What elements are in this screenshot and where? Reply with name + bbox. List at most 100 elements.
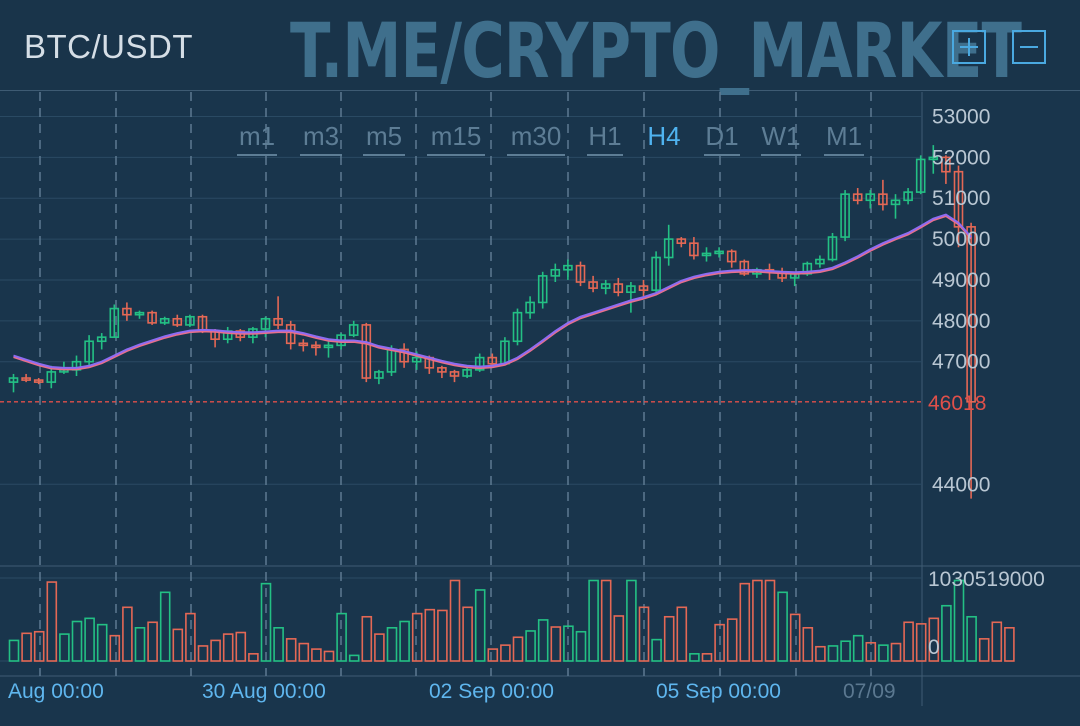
moving-average-line [13, 214, 972, 371]
candle-body [411, 356, 422, 363]
candle-body [311, 344, 321, 349]
candle-body [537, 275, 548, 304]
candle-body [323, 344, 334, 349]
volume-bar [411, 612, 423, 662]
candle-body [701, 252, 712, 257]
volume-bar [928, 617, 940, 662]
candle-body [928, 156, 939, 161]
tab-m15[interactable]: m15 [427, 118, 485, 156]
volume-bar [663, 615, 675, 662]
volume-bar [1004, 626, 1015, 662]
candle-body [663, 238, 674, 259]
volume-bar [764, 579, 776, 662]
zoom-out-button[interactable] [1012, 30, 1046, 64]
volume-bar [260, 582, 272, 662]
candle-body [726, 250, 737, 263]
price-tick-label: 51000 [932, 187, 990, 210]
watermark-text: T.ME/CRYPTO_MARKET [290, 6, 1022, 95]
volume-bar [96, 623, 108, 662]
candle-body [273, 317, 283, 326]
volume-bar [248, 653, 259, 662]
tab-m30[interactable]: m30 [507, 118, 565, 156]
tab-m1[interactable]: M1 [824, 118, 864, 156]
volume-bar [235, 631, 247, 662]
volume-bar [827, 645, 839, 662]
volume-bar [563, 625, 574, 662]
candle-body [689, 242, 699, 257]
candle-body [815, 258, 825, 265]
volume-bar [134, 626, 146, 662]
volume-bar [714, 623, 725, 662]
volume-bar [525, 630, 536, 662]
candle-body [714, 250, 724, 255]
candle-body [638, 285, 649, 291]
time-tick-label: 05 Sep 00:00 [656, 680, 781, 703]
tab-m5[interactable]: m5 [363, 118, 405, 156]
tab-m3[interactable]: m3 [300, 118, 342, 156]
candle-body [159, 317, 170, 324]
candle-body [46, 371, 57, 383]
candle-body [374, 371, 384, 379]
candle-body [966, 226, 976, 403]
candle-body [651, 256, 661, 291]
volume-bar [147, 621, 158, 662]
volume-bar [953, 579, 965, 662]
candle-body [890, 199, 901, 206]
volume-bar [966, 615, 977, 662]
candle-body [588, 281, 598, 289]
candle-body [285, 324, 296, 345]
volume-bar [437, 609, 448, 662]
tab-h4[interactable]: H4 [647, 121, 681, 151]
volume-bar [701, 653, 713, 662]
candle-body [260, 317, 271, 330]
volume-bar [361, 615, 373, 662]
volume-bar [109, 634, 121, 662]
candle-body [8, 377, 19, 383]
volume-bar [941, 604, 952, 662]
candle-body [474, 356, 485, 371]
volume-bar [185, 612, 196, 662]
candle-body [147, 311, 157, 324]
volume-bar [487, 648, 499, 662]
current-price-label: 46018 [928, 392, 986, 415]
time-tick-label: 07/09 [843, 680, 896, 703]
candle-body [626, 285, 636, 294]
candle-body [96, 336, 107, 343]
volume-bar [550, 626, 562, 662]
candle-body [437, 367, 447, 373]
zoom-in-button[interactable] [952, 30, 986, 64]
volume-bar [890, 642, 902, 662]
volume-bar [651, 638, 662, 662]
tab-w1[interactable]: W1 [761, 118, 801, 156]
volume-bar [8, 639, 20, 662]
volume-bar [752, 579, 763, 662]
candle-body [172, 317, 183, 326]
volume-bar [336, 612, 347, 662]
volume-bar [676, 606, 688, 662]
tab-h1[interactable]: H1 [587, 118, 623, 156]
candle-body [941, 156, 951, 173]
candle-body [550, 268, 561, 277]
volume-bar [59, 633, 70, 662]
volume-bar [689, 653, 700, 662]
candle-body [21, 377, 31, 381]
candle-body [361, 324, 372, 379]
volume-bar [210, 639, 221, 662]
volume-bar [789, 613, 801, 662]
tab-d1[interactable]: D1 [704, 118, 740, 156]
candle-body [878, 193, 888, 206]
candle-body [122, 307, 132, 316]
candle-body [185, 315, 195, 326]
volume-bar [903, 621, 914, 662]
volume-bar [399, 620, 410, 662]
volume-bar [588, 579, 599, 662]
volume-tick-label: 0 [928, 636, 940, 659]
volume-bar [777, 591, 788, 662]
volume-bar [424, 608, 436, 662]
candle-body [298, 342, 309, 347]
tab-m1[interactable]: m1 [237, 118, 277, 156]
candle-body [739, 260, 750, 275]
volume-bar [374, 633, 385, 662]
